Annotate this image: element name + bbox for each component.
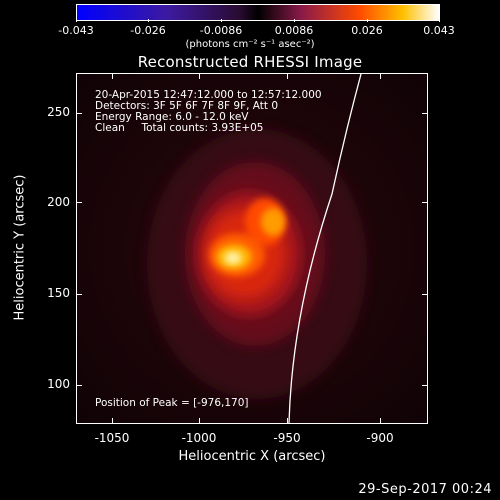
colorbar-tick-label: -0.0086 (199, 24, 243, 37)
colorbar (76, 4, 440, 21)
x-tick-label: -900 (366, 431, 394, 445)
x-tick-label: -1050 (94, 431, 130, 445)
x-tick-label: -950 (273, 431, 301, 445)
x-tick-label: -1000 (181, 431, 217, 445)
peak-position: Position of Peak = [-976,170] (95, 397, 249, 409)
detectors: Detectors: 3F 5F 6F 7F 8F 9F, Att 0 (95, 100, 279, 112)
solar-image (77, 74, 427, 423)
y-axis-label: Heliocentric Y (arcsec) (12, 174, 28, 321)
y-tick-label: 250 (47, 105, 70, 119)
colorbar-units: (photons cm⁻² s⁻¹ asec⁻²) (185, 39, 315, 50)
colorbar-tick-label: -0.043 (58, 24, 94, 37)
time-range: 20-Apr-2015 12:47:12.000 to 12:57:12.000 (95, 89, 322, 101)
colorbar-tick-label: 0.0086 (274, 24, 314, 37)
clean-counts: Clean Total counts: 3.93E+05 (95, 122, 264, 134)
solar-limb (288, 74, 362, 423)
image-title: Reconstructed RHESSI Image (137, 53, 363, 71)
colorbar-tick-label: 0.043 (423, 24, 455, 37)
y-tick-label: 200 (47, 195, 70, 209)
x-axis-label: Heliocentric X (arcsec) (178, 449, 326, 464)
energy-range: Energy Range: 6.0 - 12.0 keV (95, 111, 249, 123)
y-tick-label: 150 (47, 286, 70, 300)
timestamp: 29-Sep-2017 00:24 (358, 482, 492, 497)
image-plot: 20-Apr-2015 12:47:12.000 to 12:57:12.000… (76, 73, 428, 424)
colorbar-tick-label: -0.026 (130, 24, 166, 37)
hxr-source (147, 129, 367, 399)
colorbar-tick-label: 0.026 (351, 24, 383, 37)
y-tick-label: 100 (47, 377, 70, 391)
